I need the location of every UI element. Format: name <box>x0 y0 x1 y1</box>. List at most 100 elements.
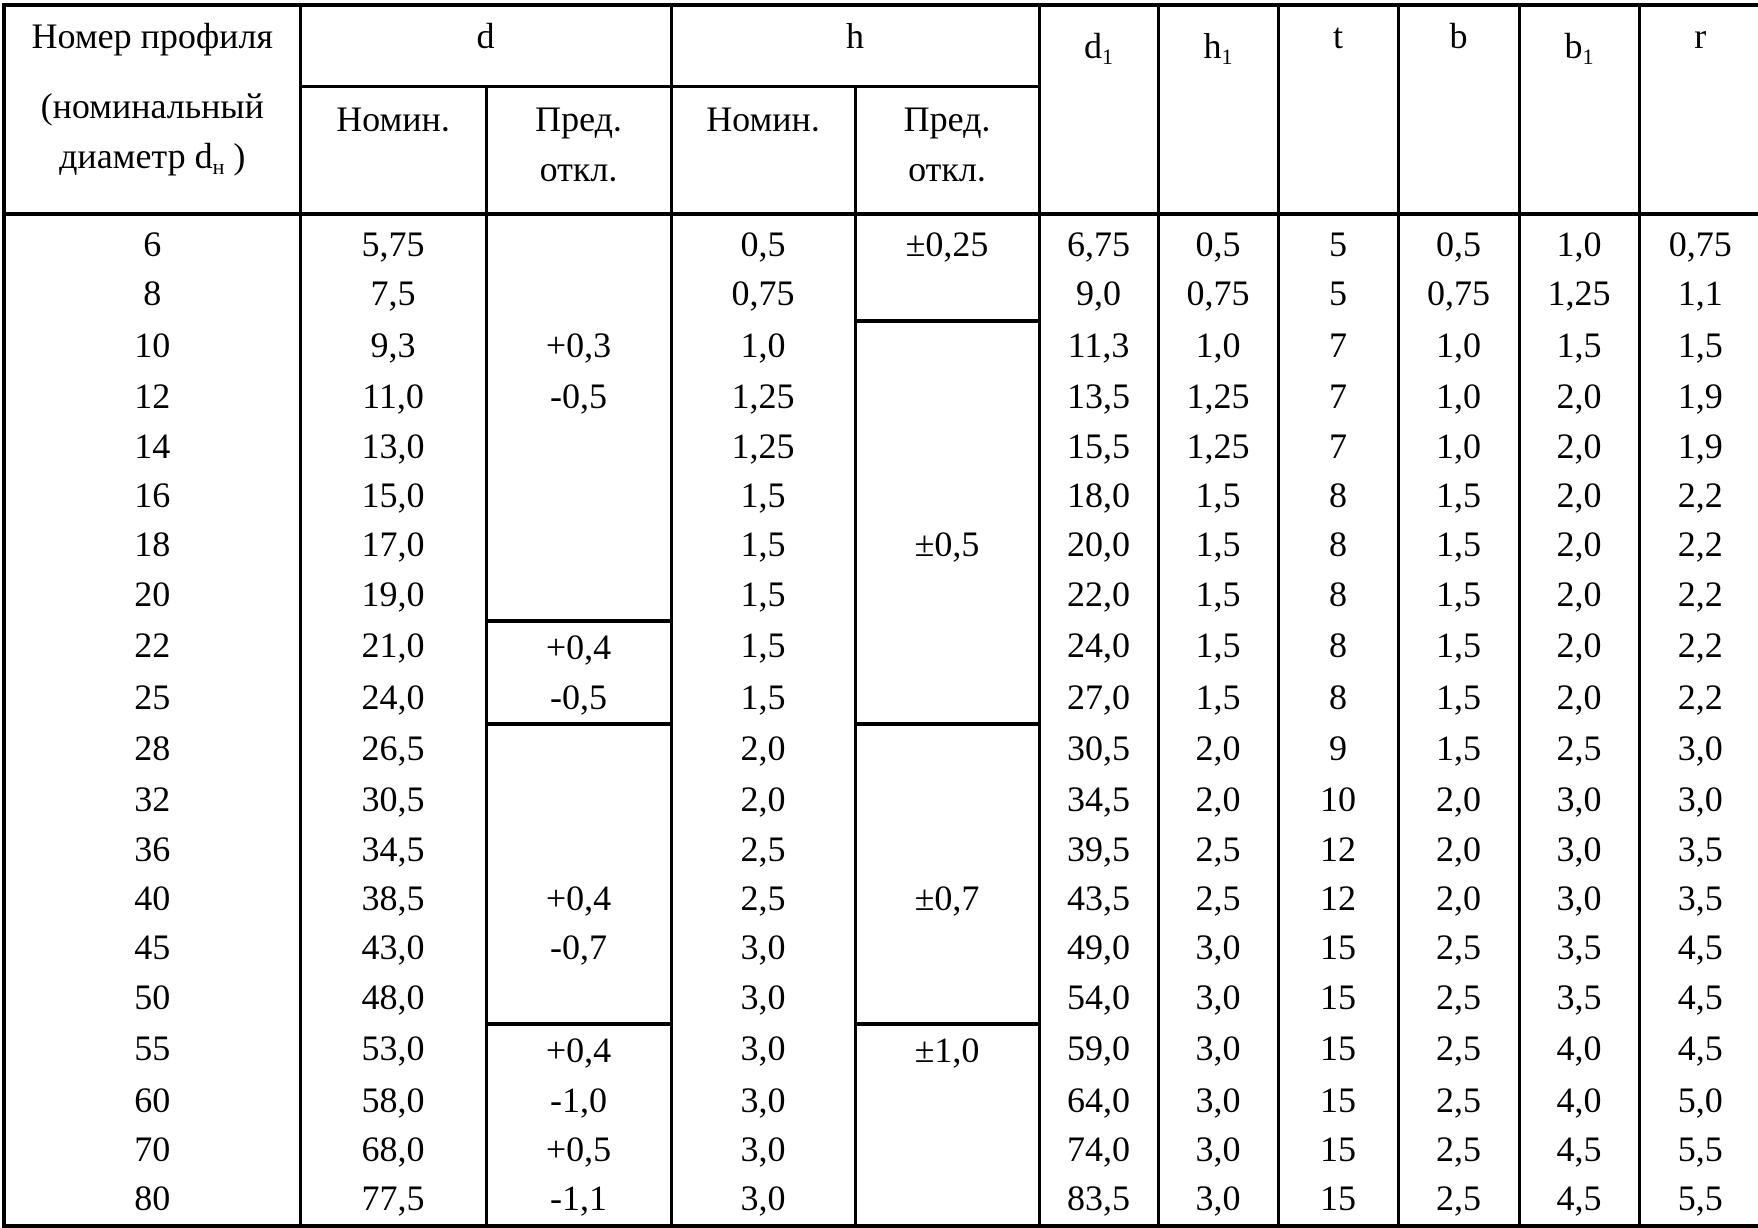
cell-h-deviation <box>853 1174 1041 1226</box>
cell-t: 12 <box>1276 874 1400 924</box>
header-profile-close: ) <box>233 136 246 176</box>
cell-r: 1,9 <box>1637 421 1758 471</box>
cell-d-deviation: -1,0 <box>484 1075 673 1126</box>
cell-b1: 2,0 <box>1517 569 1641 622</box>
cell-profile-number: 45 <box>2 923 302 973</box>
cell-b1: 1,25 <box>1517 269 1641 321</box>
cell-h-deviation <box>853 318 1041 373</box>
cell-h1: 2,5 <box>1156 874 1280 924</box>
cell-h1: 1,5 <box>1156 569 1280 622</box>
cell-h-deviation <box>853 621 1041 673</box>
cell-d-nominal: 7,5 <box>298 269 488 321</box>
cell-b1: 1,5 <box>1517 320 1641 373</box>
cell-b: 2,0 <box>1396 824 1521 875</box>
cell-profile-number: 20 <box>2 569 302 622</box>
cell-t: 7 <box>1276 421 1400 471</box>
cell-d-deviation <box>484 269 673 321</box>
cell-t: 8 <box>1276 621 1400 673</box>
cell-h-deviation <box>853 269 1041 321</box>
cell-h-nominal: 1,5 <box>669 621 857 673</box>
cell-d-nominal: 19,0 <box>298 569 488 622</box>
cell-b: 1,5 <box>1396 621 1521 673</box>
table-row: 32 30,5 2,0 34,5 2,0 10 2,0 3,0 3,0 <box>2 775 1758 825</box>
cell-h1: 1,5 <box>1156 672 1280 724</box>
cell-h1: 1,5 <box>1156 470 1280 521</box>
header-profile-number: Номер профиля (номинальный диаметр dн ) <box>2 3 302 216</box>
cell-h-deviation <box>853 470 1041 521</box>
cell-r: 2,2 <box>1637 569 1758 622</box>
cell-b1: 4,5 <box>1517 1174 1641 1226</box>
cell-t: 15 <box>1276 1174 1400 1226</box>
table-row: 60 58,0 -1,0 3,0 64,0 3,0 15 2,5 4,0 5,0 <box>2 1075 1758 1126</box>
cell-h-deviation <box>853 372 1041 422</box>
cell-b1: 4,5 <box>1517 1125 1641 1175</box>
cell-d-deviation <box>484 775 673 825</box>
cell-r: 4,5 <box>1637 1024 1758 1076</box>
cell-profile-number: 25 <box>2 672 302 724</box>
cell-h1: 0,5 <box>1156 214 1280 270</box>
cell-d-deviation <box>484 470 673 521</box>
table-row: 36 34,5 2,5 39,5 2,5 12 2,0 3,0 3,5 <box>2 824 1758 875</box>
cell-profile-number: 6 <box>2 214 302 270</box>
cell-h1: 3,0 <box>1156 923 1280 973</box>
cell-b: 1,0 <box>1396 421 1521 471</box>
cell-b: 0,5 <box>1396 214 1521 270</box>
cell-d1: 64,0 <box>1037 1075 1160 1126</box>
cell-b: 1,0 <box>1396 320 1521 373</box>
cell-d1: 34,5 <box>1037 775 1160 825</box>
cell-b: 2,0 <box>1396 775 1521 825</box>
cell-h-nominal: 3,0 <box>669 923 857 973</box>
cell-h-nominal: 1,5 <box>669 672 857 724</box>
cell-r: 2,2 <box>1637 470 1758 521</box>
table-row: 40 38,5 +0,4 2,5 ±0,7 43,5 2,5 12 2,0 3,0 3,5 <box>2 874 1758 924</box>
cell-h-deviation: ±0,5 <box>853 520 1041 570</box>
cell-t: 7 <box>1276 320 1400 373</box>
cell-h1: 1,0 <box>1156 320 1280 373</box>
cell-d-nominal: 34,5 <box>298 824 488 875</box>
cell-d1: 22,0 <box>1037 569 1160 622</box>
cell-h-nominal: 2,5 <box>669 874 857 924</box>
header-h1-sub: 1 <box>1221 44 1233 69</box>
cell-r: 5,5 <box>1637 1174 1758 1226</box>
cell-h1: 2,5 <box>1156 824 1280 875</box>
header-h-nomin: Номин. <box>669 85 857 216</box>
cell-d-deviation: +0,5 <box>484 1125 673 1175</box>
cell-b1: 4,0 <box>1517 1075 1641 1126</box>
cell-h-nominal: 1,25 <box>669 421 857 471</box>
cell-b1: 2,5 <box>1517 723 1641 776</box>
cell-h1: 3,0 <box>1156 1024 1280 1076</box>
cell-profile-number: 16 <box>2 470 302 521</box>
cell-h-deviation: ±0,25 <box>853 214 1041 270</box>
cell-d-deviation: +0,4 <box>484 1022 673 1076</box>
cell-t: 8 <box>1276 520 1400 570</box>
cell-b: 1,5 <box>1396 470 1521 521</box>
cell-d-deviation: +0,4 <box>484 874 673 924</box>
cell-d-deviation <box>484 520 673 570</box>
cell-d-nominal: 15,0 <box>298 470 488 521</box>
cell-profile-number: 28 <box>2 723 302 776</box>
cell-d1: 9,0 <box>1037 269 1160 321</box>
cell-b: 1,5 <box>1396 569 1521 622</box>
cell-h-nominal: 1,5 <box>669 470 857 521</box>
cell-b: 2,5 <box>1396 1125 1521 1175</box>
cell-r: 2,2 <box>1637 520 1758 570</box>
header-profile-line3: диаметр dн ) <box>6 131 299 192</box>
cell-h1: 1,25 <box>1156 421 1280 471</box>
cell-h-nominal: 1,5 <box>669 569 857 622</box>
cell-b: 1,5 <box>1396 672 1521 724</box>
cell-r: 2,2 <box>1637 621 1758 673</box>
header-d-pred-line1: Пред. <box>535 99 622 139</box>
header-b1-letter: b <box>1564 26 1583 66</box>
cell-h-deviation <box>853 1075 1041 1126</box>
header-h1: h1 <box>1156 3 1280 216</box>
cell-h1: 2,0 <box>1156 775 1280 825</box>
cell-r: 1,9 <box>1637 372 1758 422</box>
table-row: 6 5,75 0,5 ±0,25 6,75 0,5 5 0,5 1,0 0,75 <box>2 214 1758 270</box>
cell-b1: 3,0 <box>1517 775 1641 825</box>
cell-b: 2,5 <box>1396 1075 1521 1126</box>
cell-b1: 4,0 <box>1517 1024 1641 1076</box>
header-d-pred: Пред. откл. <box>484 85 673 216</box>
cell-r: 4,5 <box>1637 923 1758 973</box>
cell-profile-number: 10 <box>2 320 302 373</box>
cell-r: 0,75 <box>1637 214 1758 270</box>
